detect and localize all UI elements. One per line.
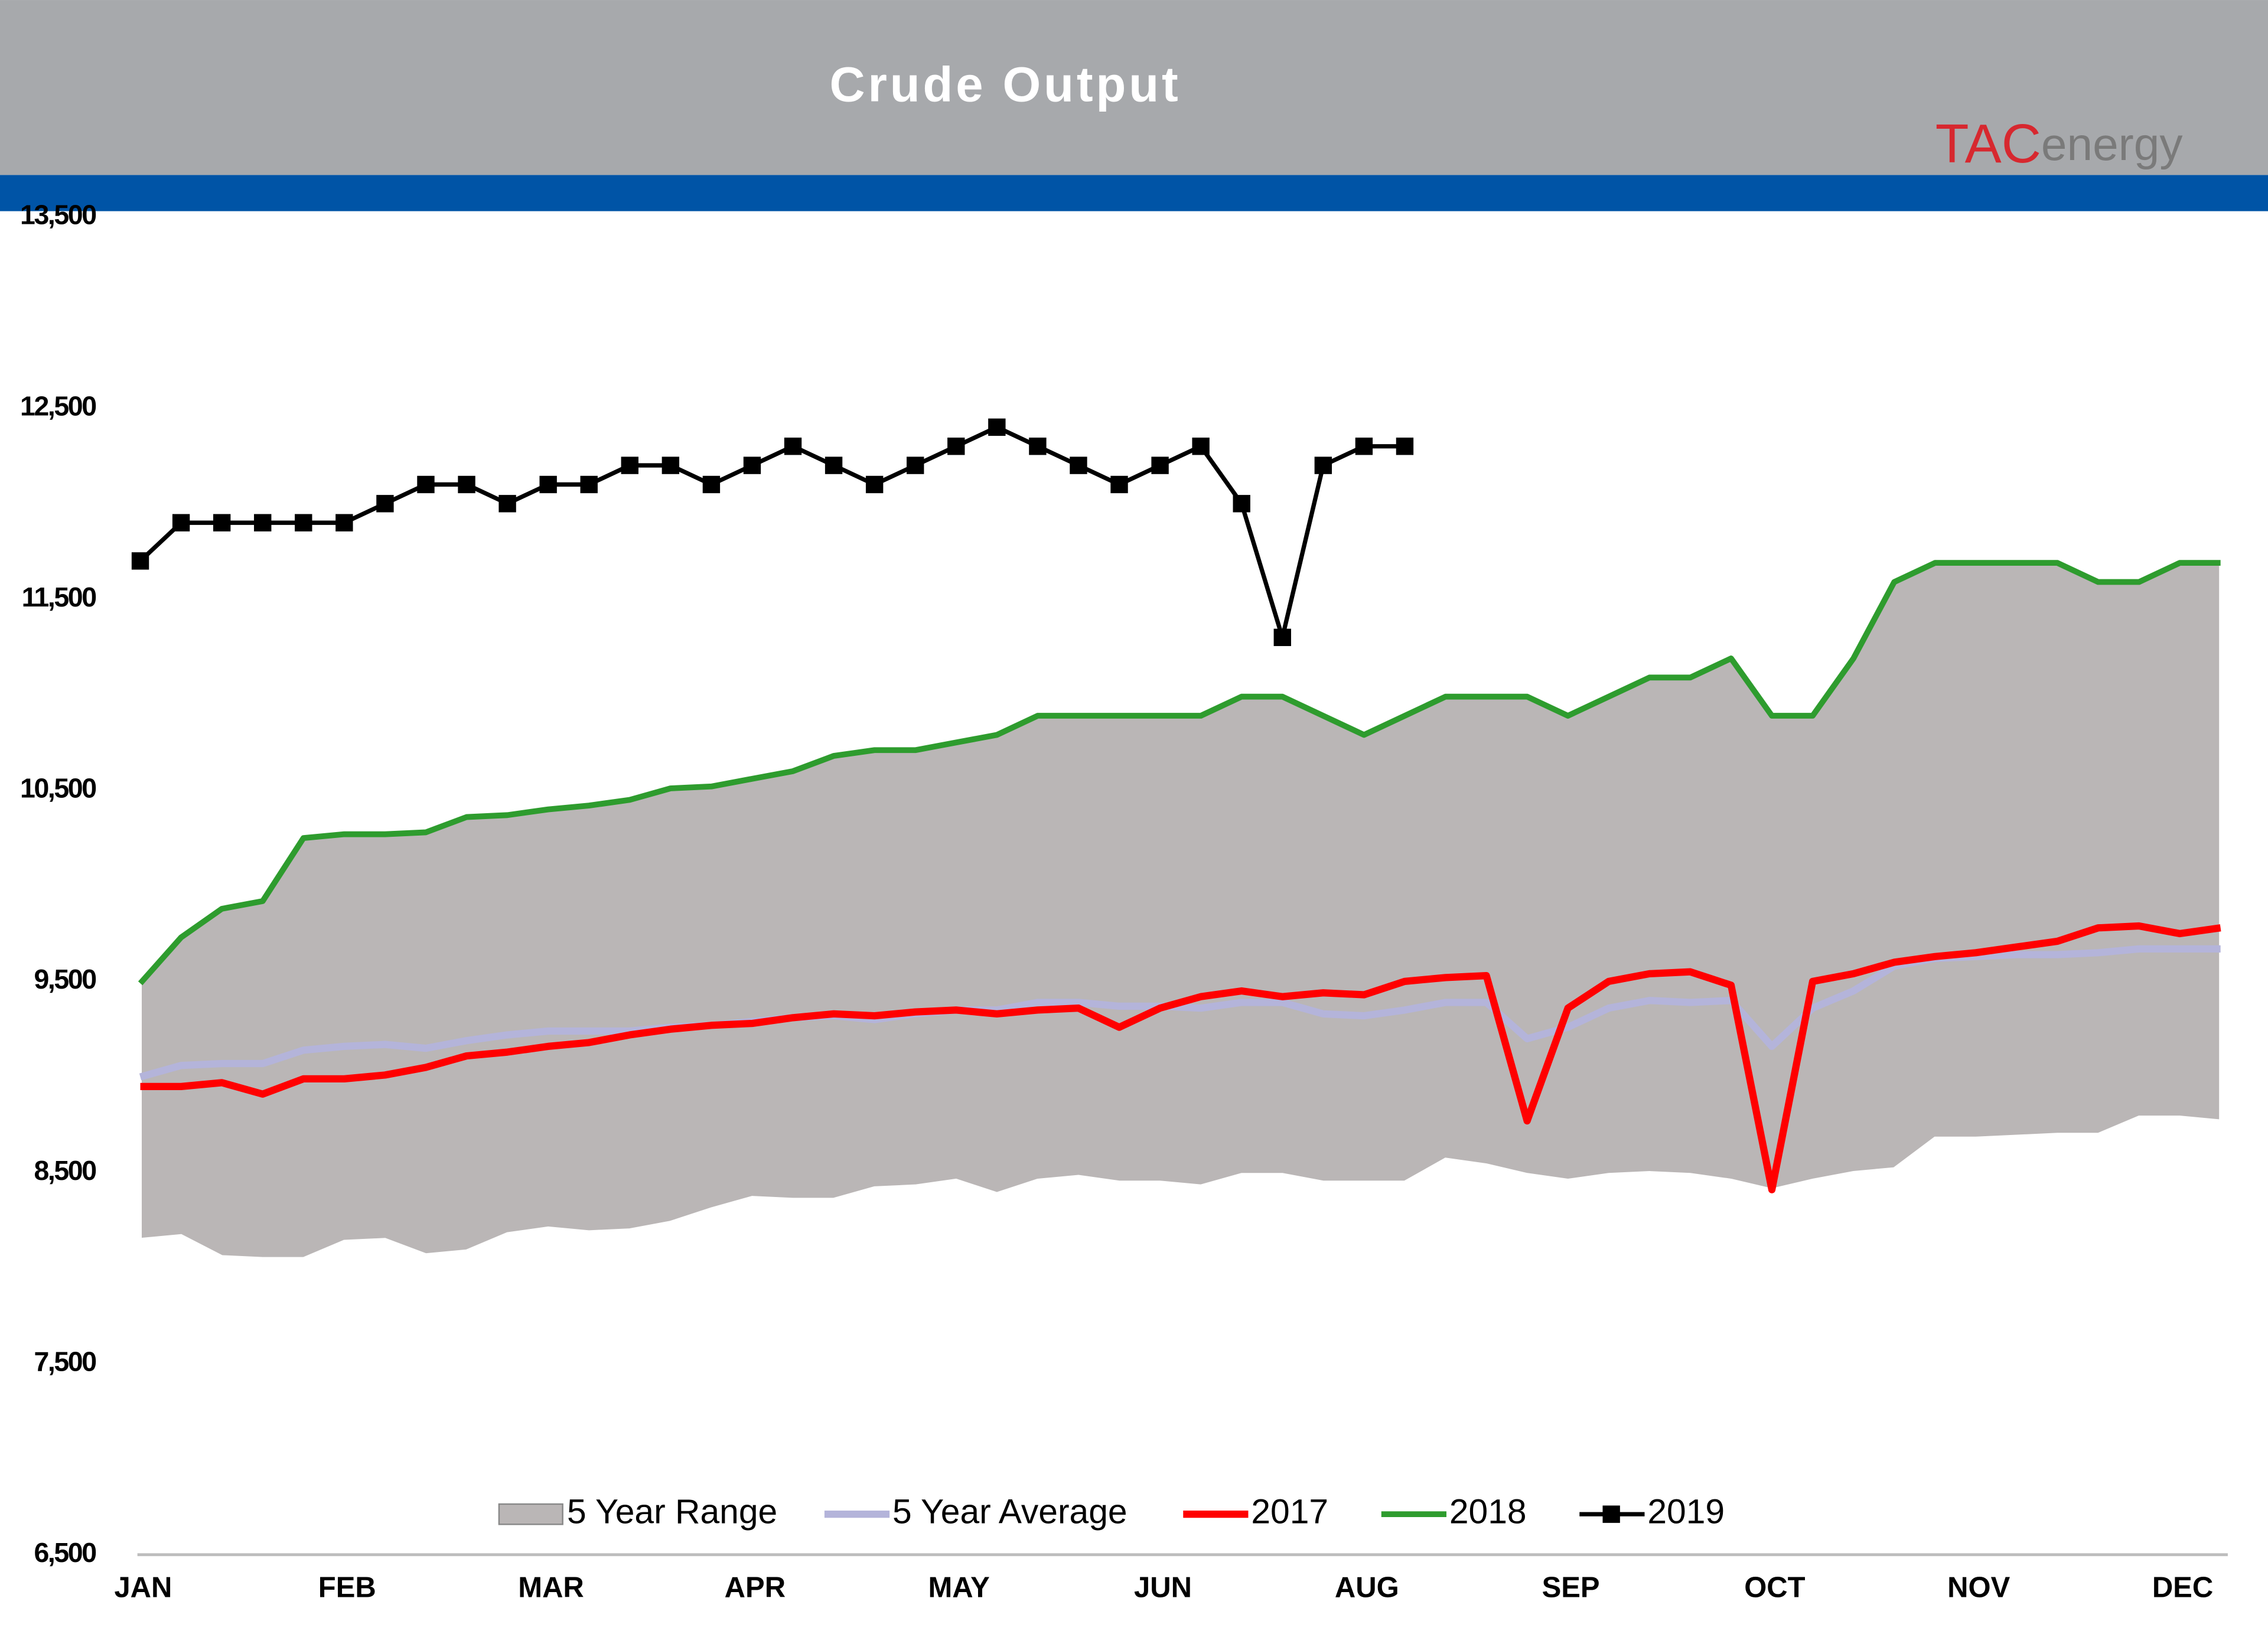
logo-text: energy (2041, 118, 2183, 170)
point-marker (458, 475, 475, 494)
x-tick-label: FEB (318, 1571, 376, 1603)
point-marker (1273, 628, 1291, 647)
y-tick-label: 13,500 (20, 200, 96, 230)
point-marker (988, 418, 1006, 436)
series-line (138, 560, 2221, 986)
point-marker (1192, 438, 1210, 455)
y-tick-label: 11,500 (22, 582, 96, 612)
y-tick-label: 12,500 (20, 390, 96, 421)
plot: 6,500 7,500 8,500 9,500 10,500 11,500 12,500 13… (20, 200, 2228, 1603)
point-marker (417, 475, 435, 494)
legend-label: 2018 (1449, 1493, 1527, 1531)
legend-marker (1602, 1505, 1620, 1523)
point-marker (1396, 438, 1414, 455)
point-marker (947, 438, 965, 455)
point-marker (702, 475, 721, 494)
point-marker (295, 514, 312, 531)
series-line (139, 945, 2221, 1081)
point-marker (1070, 456, 1087, 474)
point-marker (498, 495, 516, 513)
point-marker (1029, 438, 1047, 455)
point-marker (907, 456, 924, 474)
legend-label: 5 Year Average (892, 1493, 1128, 1531)
legend-label: 2017 (1251, 1493, 1328, 1531)
logo: TACenergy (1935, 112, 2184, 174)
point-marker (580, 475, 598, 494)
point-marker (1314, 456, 1332, 474)
point-marker (172, 514, 190, 531)
y-tick-label: 9,500 (34, 964, 96, 994)
y-tick-label: 7,500 (34, 1346, 96, 1377)
point-marker (784, 438, 802, 455)
point-marker (376, 495, 394, 513)
range-area (139, 561, 2223, 1260)
x-tick-label: AUG (1335, 1571, 1399, 1603)
y-tick-label: 10,500 (20, 773, 96, 804)
series-line (139, 425, 1405, 640)
x-tick-label: NOV (1947, 1571, 2010, 1603)
series-line (140, 922, 2221, 1193)
x-tick-label: OCT (1744, 1571, 1805, 1603)
point-marker (539, 475, 557, 494)
x-tick-label: APR (725, 1571, 786, 1603)
point-marker (743, 456, 761, 474)
point-marker (213, 514, 231, 531)
legend-label: 2019 (1647, 1493, 1725, 1531)
point-marker (1233, 495, 1250, 513)
point-marker (621, 456, 638, 474)
y-tick-label: 8,500 (34, 1155, 96, 1186)
point-marker (254, 514, 272, 531)
point-marker (335, 514, 353, 531)
legend: 5 Year Range 5 Year Average 2017 2018 2019 (498, 1493, 1725, 1531)
legend-swatch (498, 1503, 563, 1525)
header-stripe (0, 175, 2268, 211)
point-marker (1151, 456, 1169, 474)
point-marker (865, 475, 884, 494)
x-tick-label: SEP (1542, 1571, 1600, 1603)
x-tick-label: DEC (2152, 1571, 2213, 1603)
point-marker (1355, 438, 1373, 455)
legend-label: 5 Year Range (567, 1493, 777, 1531)
point-marker (1110, 475, 1128, 494)
point-marker (662, 456, 680, 474)
x-tick-label: JUN (1134, 1571, 1192, 1603)
header-band (0, 0, 2268, 175)
x-tick-label: MAR (518, 1571, 584, 1603)
chart-title: Crude Output (829, 57, 1181, 112)
point-marker (825, 456, 843, 474)
logo-mark: TAC (1935, 112, 2041, 174)
x-tick-label: MAY (928, 1571, 990, 1603)
x-tick-label: JAN (114, 1571, 172, 1603)
y-tick-label: 6,500 (34, 1537, 96, 1568)
point-marker (131, 552, 149, 570)
